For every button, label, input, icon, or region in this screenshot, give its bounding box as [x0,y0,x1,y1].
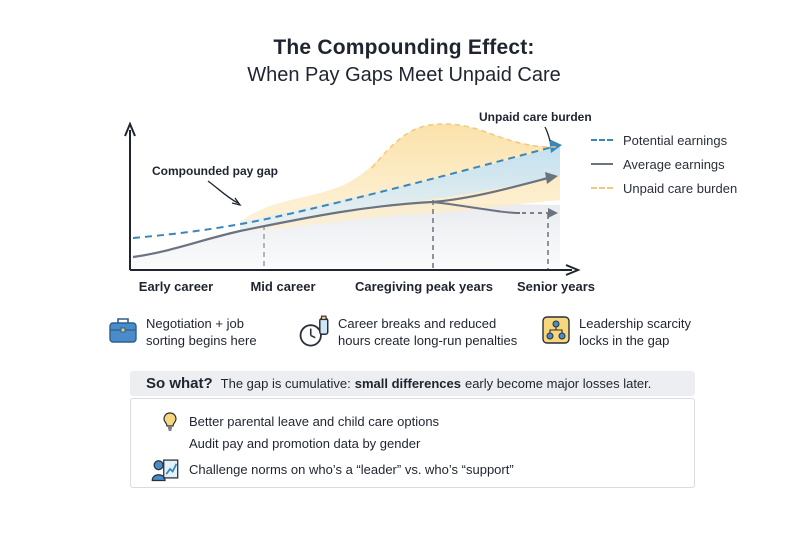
baseline-shading [132,203,560,268]
briefcase-icon [109,318,137,343]
stage-early-career: Early career [138,279,214,294]
legend-item-care: Unpaid care burden [591,176,737,200]
action-audit-pay: Audit pay and promotion data by gender [159,432,420,454]
chart-legend: Potential earnings Average earnings Unpa… [591,128,737,200]
page-title: The Compounding Effect: [273,36,535,59]
y-axis-arrowhead [124,121,136,137]
note-leadership-line1: Leadership scarcity [579,316,691,331]
note-career-breaks-line1: Career breaks and reduced [338,316,497,331]
note-leadership: Leadership scarcity locks in the gap [541,315,691,349]
legend-item-potential: Potential earnings [591,128,737,152]
org-chart-icon [542,316,570,344]
gap-annotation-arrow [207,180,239,204]
leader-chart-icon [151,459,179,482]
legend-label-care: Unpaid care burden [623,180,738,196]
page-subtitle: When Pay Gaps Meet Unpaid Care [247,64,561,86]
legend-label-average: Average earnings [623,156,725,172]
care-annotation-arrow [544,126,551,142]
note-leadership-line2: locks in the gap [579,333,670,348]
stage-caregiving-peak: Caregiving peak years [354,279,494,294]
lightbulb-icon [163,412,177,431]
note-career-breaks-line2: hours create long-run penalties [338,333,518,348]
so-what-text-after: early become major losses later. [464,376,652,391]
action-audit-pay-text: Audit pay and promotion data by gender [189,435,421,451]
potential-earnings-line [132,145,557,239]
x-axis-arrowhead [565,264,581,276]
legend-item-average: Average earnings [591,152,737,176]
care-burden-area [240,123,560,230]
note-negotiation-line1: Negotiation + job [146,316,244,331]
legend-swatch-potential [591,139,613,141]
action-parental-leave-text: Better parental leave and child care opt… [189,413,440,429]
note-career-breaks: Career breaks and reduced hours create l… [296,315,517,349]
legend-label-potential: Potential earnings [623,132,728,148]
average-earnings-arrowhead [545,172,558,184]
so-what-label: So what? [146,375,213,392]
so-what-banner: So what? The gap is cumulative: small di… [130,371,695,396]
compounded-gap-label: Compounded pay gap [152,164,278,178]
reduced-earnings-arrowhead [548,208,558,218]
action-challenge-norms: Challenge norms on who’s a “leader” vs. … [149,455,514,483]
stage-senior-years: Senior years [516,279,596,294]
legend-swatch-average [591,163,613,165]
note-negotiation: Negotiation + job sorting begins here [108,315,257,349]
unpaid-care-label: Unpaid care burden [479,110,592,124]
note-negotiation-line2: sorting begins here [146,333,257,348]
care-burden-line [371,123,557,169]
clock-bottle-icon [299,315,329,347]
action-challenge-norms-text: Challenge norms on who’s a “leader” vs. … [189,461,514,477]
legend-swatch-care [591,187,613,189]
average-earnings-line [132,176,549,259]
potential-earnings-arrowhead [549,139,562,153]
action-parental-leave: Better parental leave and child care opt… [159,410,439,432]
compounded-gap-area [240,146,560,230]
so-what-text-before: The gap is cumulative: [220,376,351,391]
so-what-highlight: small differences [354,376,461,391]
actions-panel: Better parental leave and child care opt… [130,398,695,488]
reduced-earnings-line [431,201,521,214]
stage-mid-career: Mid career [250,279,316,294]
gap-annotation-arrowhead [231,197,242,207]
